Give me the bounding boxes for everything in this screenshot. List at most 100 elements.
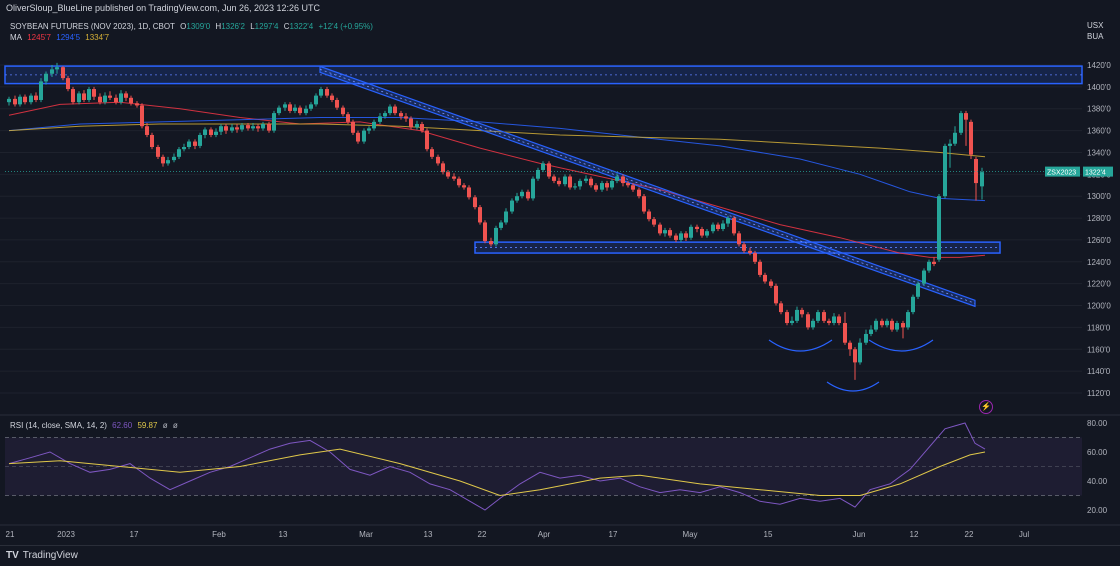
candle-body (446, 172, 450, 177)
price-tick-label: 1300'0 (1087, 192, 1111, 201)
candle-body (843, 323, 847, 343)
rsi-tick-label: 20.00 (1087, 506, 1108, 515)
candle-body (335, 99, 339, 108)
candle-body (684, 233, 688, 238)
ma-label: MA (10, 33, 22, 42)
candle-body (240, 125, 244, 130)
candle-body (383, 113, 387, 117)
candle-body (679, 233, 683, 240)
candle-body (827, 320, 831, 324)
candle-body (319, 89, 323, 96)
moving-averages (8, 101, 986, 258)
rsi-legend[interactable]: RSI (14, close, SMA, 14, 2) 62.60 59.87 … (10, 421, 181, 430)
time-tick-label: 15 (764, 530, 773, 539)
candle-body (959, 113, 963, 133)
rsi-extra-2: ø (172, 421, 178, 430)
candle-body (346, 114, 350, 122)
candle-body (13, 98, 17, 105)
candle-body (298, 107, 302, 114)
candle-body (848, 342, 852, 350)
candle-body (98, 96, 102, 103)
candle-body (150, 134, 154, 147)
candle-body (7, 98, 11, 103)
candle-body (705, 231, 709, 236)
candle-body (330, 95, 334, 100)
candle-body (483, 222, 487, 242)
candle-body (140, 105, 144, 127)
candle-body (50, 69, 54, 74)
time-tick-label: Mar (359, 530, 373, 539)
candle-body (573, 186, 577, 188)
candle-body (568, 176, 572, 188)
time-tick-label: 13 (279, 530, 288, 539)
candle-body (769, 281, 773, 286)
candle-body (711, 224, 715, 232)
candle-body (563, 176, 567, 185)
candle-body (230, 127, 234, 131)
ohlc-high: H1326'2 (215, 22, 245, 31)
brand-name: TradingView (22, 550, 78, 561)
candle-body (71, 89, 75, 103)
time-axis: 21 2023 17 Feb 13 Mar 13 22 Apr 17 May 15 Jun 12 22 Jul (0, 524, 1120, 539)
candle-body (409, 118, 413, 128)
candle-body (980, 172, 984, 187)
time-tick-label: 12 (910, 530, 919, 539)
price-change: +12'4 (+0.95%) (318, 22, 373, 31)
candle-body (589, 178, 593, 186)
candle-body (674, 235, 678, 240)
candle-body (779, 303, 783, 313)
candle-body (404, 116, 408, 119)
candle-body (832, 316, 836, 324)
ohlc-close: C1322'4 (284, 22, 314, 31)
candlesticks (5, 62, 1082, 380)
rsi-label: RSI (14, close, SMA, 14, 2) (10, 421, 107, 430)
rsi-ma-value: 59.87 (137, 421, 158, 430)
time-tick-label: 13 (424, 530, 433, 539)
price-tick-label: 1260'0 (1087, 236, 1111, 245)
candle-body (858, 342, 862, 363)
currency-unit[interactable]: USX BUA (1087, 20, 1103, 42)
candle-body (77, 93, 81, 103)
tradingview-logo[interactable]: TV TradingView (6, 550, 78, 561)
candle-body (399, 113, 403, 117)
candle-body (806, 314, 810, 328)
ohlc-low-label: L (250, 22, 255, 31)
candle-body (758, 261, 762, 275)
ma-legend[interactable]: MA 1245'7 1294'5 1334'7 (10, 33, 112, 42)
price-tick-label: 1160'0 (1087, 345, 1111, 354)
candle-body (552, 176, 556, 181)
candle-body (256, 126, 260, 129)
candle-body (235, 127, 239, 130)
candle-body (119, 93, 123, 103)
candle-body (880, 320, 884, 326)
candle-body (785, 312, 789, 324)
candle-body (457, 178, 461, 186)
candle-body (198, 134, 202, 146)
symbol-legend[interactable]: SOYBEAN FUTURES (NOV 2023), 1D, CBOT O13… (10, 22, 376, 31)
left-shoulder-arc (768, 339, 833, 352)
price-tick-label: 1400'0 (1087, 83, 1111, 92)
price-tick-label: 1280'0 (1087, 214, 1111, 223)
candle-body (605, 183, 609, 188)
candle-body (92, 89, 96, 97)
candle-body (425, 130, 429, 150)
ohlc-high-label: H (215, 22, 222, 31)
right-shoulder-arc (868, 339, 934, 352)
candle-body (436, 156, 440, 164)
candle-body (510, 200, 514, 212)
candle-body (39, 81, 43, 100)
candle-body (193, 141, 197, 146)
lightning-icon[interactable]: ⚡ (979, 400, 993, 414)
candle-body (885, 320, 889, 326)
ma-fast-line (8, 101, 986, 258)
candle-body (462, 185, 466, 188)
candle-body (953, 132, 957, 144)
candle-body (55, 67, 59, 70)
head-arc (826, 381, 880, 392)
candle-body (494, 227, 498, 245)
candle-body (916, 283, 920, 297)
candle-body (293, 107, 297, 111)
candle-body (584, 178, 588, 181)
price-tick-label: 1240'0 (1087, 258, 1111, 267)
